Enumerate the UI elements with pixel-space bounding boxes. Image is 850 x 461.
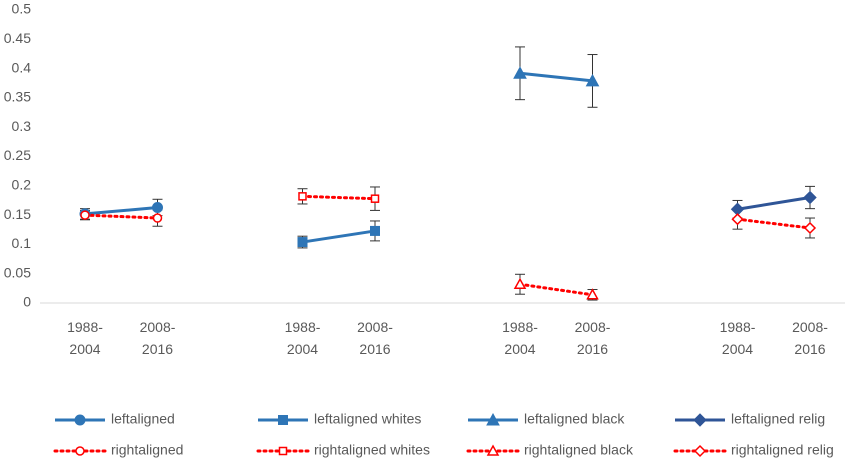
marker bbox=[297, 237, 308, 248]
y-tick-label: 0.05 bbox=[4, 264, 31, 280]
legend-label: rightaligned relig bbox=[731, 442, 834, 458]
marker bbox=[80, 210, 90, 220]
legend-item: rightaligned whites bbox=[256, 442, 430, 458]
series-line bbox=[83, 213, 159, 220]
y-tick-label: 0.1 bbox=[12, 235, 32, 251]
legend-item: leftaligned relig bbox=[675, 411, 825, 427]
marker bbox=[298, 192, 307, 201]
x-tick-label-line: 2008- bbox=[140, 319, 176, 335]
marker bbox=[486, 412, 500, 426]
marker bbox=[513, 277, 527, 289]
marker bbox=[278, 415, 288, 425]
marker bbox=[693, 413, 707, 427]
legend-label: leftaligned whites bbox=[314, 411, 421, 427]
marker bbox=[803, 221, 817, 235]
marker bbox=[585, 73, 600, 87]
x-tick-label-line: 1988- bbox=[285, 319, 321, 335]
x-tick-label-line: 2004 bbox=[722, 341, 753, 357]
x-tick-label: 2008- 2016 bbox=[575, 319, 611, 357]
x-tick-label: 1988- 2004 bbox=[720, 319, 756, 357]
marker bbox=[278, 446, 288, 456]
legend-label: rightaligned bbox=[111, 442, 183, 458]
y-tick-label: 0.35 bbox=[4, 89, 31, 105]
x-tick-label-line: 1988- bbox=[720, 319, 756, 335]
x-tick-label-line: 2004 bbox=[69, 341, 100, 357]
marker bbox=[75, 446, 85, 456]
x-tick-label: 2008- 2016 bbox=[792, 319, 828, 357]
y-tick-label: 0.2 bbox=[12, 177, 32, 193]
x-tick-label-line: 2016 bbox=[142, 341, 173, 357]
series-line bbox=[84, 205, 158, 216]
x-tick-label: 1988- 2004 bbox=[285, 319, 321, 357]
x-tick-label-line: 1988- bbox=[67, 319, 103, 335]
x-tick-label-line: 2008- bbox=[357, 319, 393, 335]
series-line bbox=[302, 229, 376, 244]
marker bbox=[693, 444, 707, 458]
legend-label: leftaligned black bbox=[524, 411, 625, 427]
y-tick-label: 0.5 bbox=[12, 1, 32, 17]
legend-item: rightaligned black bbox=[466, 442, 634, 458]
legend-item: leftaligned bbox=[55, 411, 175, 427]
x-tick-label: 1988- 2004 bbox=[502, 319, 538, 357]
marker bbox=[74, 414, 86, 426]
y-tick-label: 0.25 bbox=[4, 147, 31, 163]
x-tick-label-line: 1988- bbox=[502, 319, 538, 335]
legend-label: rightaligned black bbox=[524, 442, 634, 458]
x-tick-label-line: 2016 bbox=[577, 341, 608, 357]
y-tick-label: 0.45 bbox=[4, 30, 31, 46]
y-tick-label: 0 bbox=[23, 294, 31, 310]
x-tick-label-line: 2008- bbox=[575, 319, 611, 335]
x-tick-label-line: 2004 bbox=[287, 341, 318, 357]
marker bbox=[370, 194, 380, 203]
marker bbox=[370, 225, 380, 236]
y-tick-label: 0.3 bbox=[12, 118, 32, 134]
legend-label: rightaligned whites bbox=[314, 442, 430, 458]
marker bbox=[731, 213, 744, 226]
x-tick-label-line: 2008- bbox=[792, 319, 828, 335]
x-tick-label: 2008- 2016 bbox=[357, 319, 393, 357]
marker bbox=[586, 288, 599, 300]
series-line bbox=[519, 71, 593, 83]
y-tick-label: 0.4 bbox=[12, 59, 32, 75]
legend-label: leftaligned relig bbox=[731, 411, 825, 427]
marker bbox=[152, 213, 163, 223]
legend-item: rightaligned bbox=[53, 442, 183, 458]
marker bbox=[486, 444, 500, 456]
y-tick-label: 0.15 bbox=[4, 206, 31, 222]
x-tick-label-line: 2016 bbox=[794, 341, 825, 357]
legend-item: leftaligned whites bbox=[258, 411, 421, 427]
series-line bbox=[737, 196, 811, 211]
series-line bbox=[301, 194, 377, 201]
marker bbox=[513, 66, 527, 79]
marker bbox=[803, 190, 817, 205]
x-tick-label: 1988- 2004 bbox=[67, 319, 103, 357]
legend-item: leftaligned black bbox=[468, 411, 625, 427]
marker bbox=[152, 201, 163, 213]
x-tick-label: 2008- 2016 bbox=[140, 319, 176, 357]
series-line bbox=[736, 217, 812, 230]
series-line bbox=[518, 282, 594, 297]
legend-label: leftaligned bbox=[111, 411, 175, 427]
x-tick-label-line: 2016 bbox=[359, 341, 390, 357]
legend-item: rightaligned relig bbox=[673, 442, 834, 458]
x-tick-label-line: 2004 bbox=[504, 341, 535, 357]
